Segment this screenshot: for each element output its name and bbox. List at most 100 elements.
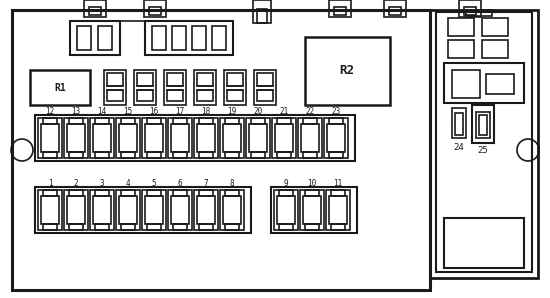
Bar	[145, 196, 163, 224]
Bar	[35, 115, 355, 161]
Bar	[271, 187, 357, 233]
Bar	[464, 7, 476, 15]
Bar	[137, 73, 153, 86]
Bar	[301, 124, 319, 152]
Text: 13: 13	[72, 107, 81, 116]
Text: 12: 12	[45, 107, 54, 116]
Bar	[279, 190, 293, 196]
Bar	[121, 224, 135, 230]
Bar	[173, 224, 187, 230]
Text: 9: 9	[284, 179, 288, 188]
Bar	[89, 7, 101, 15]
Bar	[482, 40, 508, 58]
Bar	[220, 118, 244, 158]
Bar	[116, 118, 140, 158]
Bar	[152, 26, 166, 50]
Bar	[257, 73, 273, 86]
Bar	[303, 118, 317, 124]
Bar	[246, 118, 270, 158]
Bar	[64, 118, 88, 158]
Bar	[197, 73, 213, 86]
Bar	[38, 118, 62, 158]
Bar	[197, 196, 215, 224]
Bar	[275, 124, 293, 152]
Bar	[147, 152, 161, 158]
Text: 23: 23	[331, 107, 340, 116]
Bar	[145, 21, 233, 55]
Bar	[251, 118, 265, 124]
Bar	[274, 190, 298, 230]
Bar	[212, 26, 226, 50]
Bar	[69, 152, 83, 158]
Bar	[64, 190, 88, 230]
Bar	[95, 152, 109, 158]
Bar	[223, 196, 241, 224]
Bar	[476, 112, 490, 138]
Text: 20: 20	[254, 107, 263, 116]
Bar	[223, 124, 241, 152]
Bar	[324, 118, 348, 158]
Bar	[277, 118, 291, 124]
Bar	[93, 196, 111, 224]
Bar	[149, 7, 161, 15]
Bar	[253, 0, 271, 23]
Bar	[329, 118, 343, 124]
Bar	[459, 0, 481, 17]
Bar	[93, 124, 111, 152]
Bar	[164, 70, 186, 105]
Bar	[145, 124, 163, 152]
Bar	[197, 90, 213, 101]
Bar	[121, 152, 135, 158]
Text: 5: 5	[152, 179, 156, 188]
Bar	[227, 73, 243, 86]
Bar	[171, 196, 189, 224]
Bar	[84, 0, 106, 17]
Bar	[171, 124, 189, 152]
Bar	[300, 190, 324, 230]
Bar	[279, 224, 293, 230]
Bar	[69, 224, 83, 230]
Bar	[486, 74, 514, 94]
Bar	[95, 190, 109, 196]
Bar	[479, 115, 487, 135]
Bar	[167, 90, 183, 101]
Bar	[194, 190, 218, 230]
Bar	[225, 224, 239, 230]
Bar	[142, 118, 166, 158]
Bar	[430, 10, 538, 278]
Bar	[70, 21, 120, 55]
Bar	[119, 124, 137, 152]
Bar	[199, 118, 213, 124]
Bar	[137, 90, 153, 101]
Bar	[225, 152, 239, 158]
Bar	[227, 90, 243, 101]
Bar	[472, 105, 494, 143]
Text: 4: 4	[126, 179, 130, 188]
Bar	[448, 18, 474, 36]
Text: 25: 25	[477, 146, 488, 155]
Bar	[30, 70, 90, 105]
Bar	[107, 90, 123, 101]
Bar	[199, 190, 213, 196]
Bar	[147, 190, 161, 196]
Text: 1: 1	[48, 179, 52, 188]
Bar	[107, 73, 123, 86]
Bar	[167, 73, 183, 86]
Bar	[455, 113, 463, 135]
Text: 11: 11	[333, 179, 343, 188]
Text: 21: 21	[279, 107, 289, 116]
Bar	[482, 18, 508, 36]
Bar	[254, 70, 276, 105]
Bar	[305, 37, 390, 105]
Text: 7: 7	[204, 179, 208, 188]
Text: 2: 2	[74, 179, 78, 188]
Bar	[90, 190, 114, 230]
Text: 3: 3	[100, 179, 104, 188]
Text: 8: 8	[230, 179, 234, 188]
Bar	[225, 190, 239, 196]
Bar	[168, 190, 192, 230]
Bar	[95, 224, 109, 230]
Bar	[329, 152, 343, 158]
Text: 15: 15	[123, 107, 133, 116]
Bar	[121, 118, 135, 124]
